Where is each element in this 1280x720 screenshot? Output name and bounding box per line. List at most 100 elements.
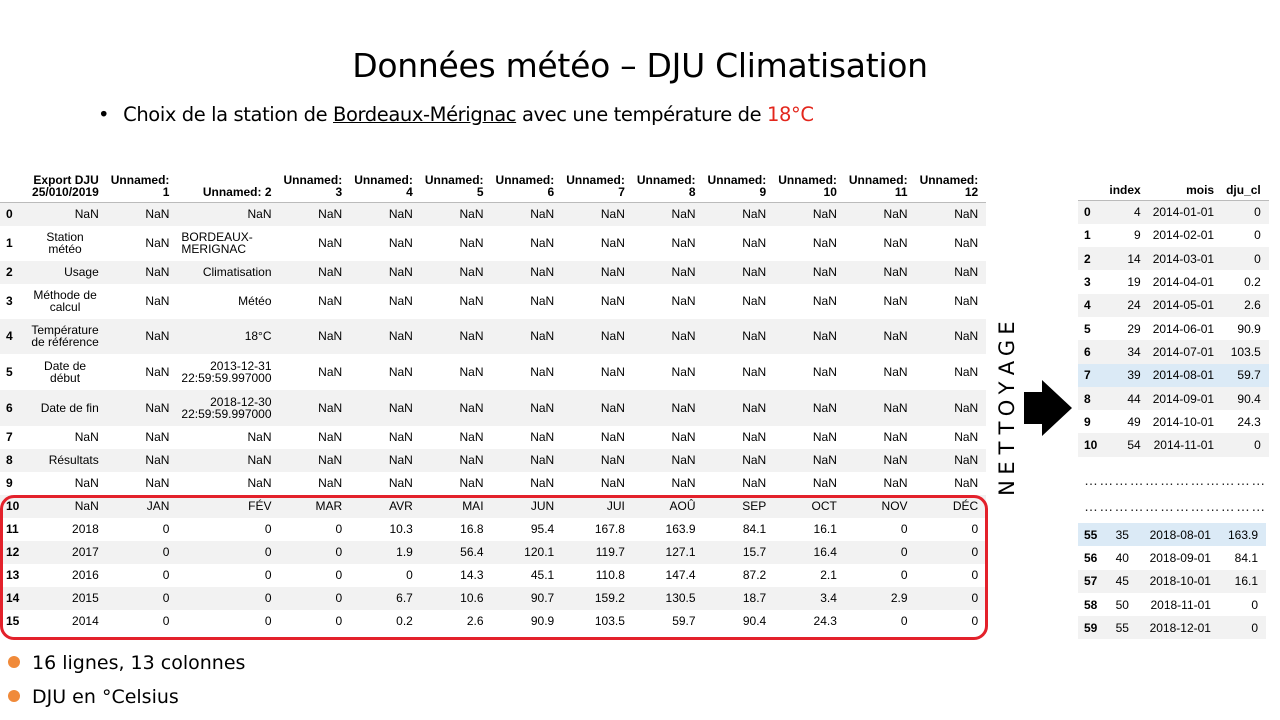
- table-cell: 0: [162, 545, 170, 559]
- table-cell: NaN: [742, 476, 767, 490]
- table-cell: NaN: [600, 294, 625, 308]
- table-cell: NaN: [145, 364, 170, 379]
- table-cell: 45.1: [530, 568, 555, 582]
- table-cell: 35: [1115, 527, 1129, 542]
- table-cell: NaN: [671, 476, 696, 490]
- table-cell: 110.8: [595, 568, 625, 582]
- column-header: Unnamed: 12: [915, 174, 987, 203]
- table-row: 10 NaN JAN FÉV MAR AVR MAI JUN JUI AOÛ SEP OCT NOV DÉ…: [0, 494, 987, 518]
- table-row: 2 14 2014-03-01 0: [1078, 247, 1269, 271]
- table-cell: NaN: [812, 400, 837, 415]
- table-cell: 2018-10-01: [1149, 574, 1211, 589]
- table-cell: 2018: [72, 522, 99, 536]
- table-cell: NaN: [459, 430, 484, 444]
- table-cell: 2.6: [466, 614, 484, 628]
- table-cell: DÉC: [952, 499, 979, 513]
- table-cell: 163.9: [1227, 527, 1258, 542]
- row-index: 6: [6, 400, 13, 415]
- index-header: [0, 174, 28, 203]
- row-index: 8: [6, 453, 13, 467]
- table-cell: 24.3: [813, 614, 837, 628]
- table-row: 4 Température de référence NaN 18°C NaN NaN NaN…: [0, 318, 987, 354]
- table-cell: NaN: [318, 476, 343, 490]
- table-cell: 54: [1127, 438, 1141, 453]
- table-cell: 0: [900, 545, 908, 559]
- raw-dataframe-table: Export DJU 25/010/2019 Unnamed: 1 Unnamed: 2…: [0, 174, 987, 633]
- table-row: 55 35 2018-08-01 163.9: [1078, 523, 1266, 547]
- table-cell: 2.1: [820, 568, 837, 582]
- table-cell: 2018-12-30 22:59:59.997000: [181, 394, 272, 421]
- table-cell: NaN: [74, 207, 99, 222]
- table-cell: NaN: [812, 236, 837, 250]
- table-cell: 127.1: [665, 545, 696, 559]
- table-cell: NaN: [742, 329, 767, 343]
- table-cell: 0: [1254, 438, 1261, 453]
- table-cell: NaN: [812, 430, 837, 444]
- table-cell: AVR: [389, 499, 413, 513]
- table-cell: NaN: [388, 329, 413, 343]
- table-cell: JUN: [530, 499, 555, 513]
- table-cell: NaN: [530, 207, 555, 222]
- row-index: 13: [6, 568, 20, 582]
- table-cell: NaN: [388, 265, 413, 279]
- table-cell: 56.4: [460, 545, 484, 559]
- table-cell: NaN: [145, 236, 170, 250]
- table-row: 0 NaN NaN NaN NaN NaN NaN NaN NaN NaN NaN NaN NaN NaN: [0, 202, 987, 226]
- table-cell: 2017: [72, 545, 99, 559]
- orange-bullet-icon: [8, 655, 20, 668]
- table-cell: NaN: [530, 265, 555, 279]
- table-cell: 15.7: [742, 545, 767, 559]
- row-index: 7: [6, 430, 13, 444]
- table-cell: 84.1: [1234, 550, 1258, 565]
- table-cell: NaN: [388, 294, 413, 308]
- row-index: 6: [1084, 344, 1091, 359]
- table-cell: NaN: [145, 430, 170, 444]
- table-cell: NaN: [388, 236, 413, 250]
- table-cell: NaN: [812, 453, 837, 467]
- row-index: 5: [6, 364, 13, 379]
- table-cell: NaN: [883, 207, 908, 222]
- table-cell: 0: [1254, 228, 1261, 243]
- table-cell: JUI: [606, 499, 625, 513]
- column-header: Unnamed: 8: [632, 174, 704, 203]
- table-cell: NaN: [671, 265, 696, 279]
- row-index: 59: [1084, 620, 1098, 635]
- table-cell: 0: [900, 522, 908, 536]
- table-cell: 10.6: [460, 591, 484, 605]
- table-cell: NaN: [318, 400, 343, 415]
- table-cell: 0: [264, 591, 272, 605]
- index-header: [1078, 184, 1106, 201]
- table-row: 2 Usage NaN Climatisation NaN NaN NaN NaN NaN NaN…: [0, 260, 987, 284]
- table-cell: 0: [335, 522, 343, 536]
- table-cell: 55: [1115, 620, 1129, 635]
- table-cell: 0: [971, 522, 979, 536]
- table-row: 6 34 2014-07-01 103.5: [1078, 340, 1269, 364]
- table-cell: 2018-12-01: [1149, 620, 1211, 635]
- table-cell: 24: [1127, 298, 1141, 313]
- table-cell: 90.4: [742, 614, 767, 628]
- ellipsis-separator: ………………………………: [1084, 498, 1264, 514]
- table-cell: 0: [335, 545, 343, 559]
- table-cell: 4: [1134, 205, 1141, 220]
- clean-table-body-top: 0 4 2014-01-01 0 1 9 2014-02-01 0 2 14 2014-03-01 0…: [1078, 200, 1269, 457]
- table-cell: NaN: [742, 430, 767, 444]
- row-index: 9: [1084, 414, 1091, 429]
- row-index: 1: [1084, 228, 1091, 243]
- table-cell: NaN: [318, 207, 343, 222]
- table-cell: NaN: [671, 294, 696, 308]
- table-cell: NaN: [600, 207, 625, 222]
- table-cell: 0.2: [1244, 275, 1261, 290]
- column-header: Unnamed: 7: [562, 174, 633, 203]
- table-cell: NaN: [247, 476, 272, 490]
- table-cell: AOÛ: [669, 499, 696, 513]
- table-cell: NaN: [145, 329, 170, 343]
- table-cell: NaN: [388, 400, 413, 415]
- table-row: 1 Station météo NaN BORDEAUX- MERIGNAC NaN NaN N…: [0, 226, 986, 261]
- table-cell: 2014-09-01: [1152, 391, 1215, 406]
- table-cell: NaN: [954, 207, 979, 222]
- table-cell: 0: [1254, 251, 1261, 266]
- table-cell: NaN: [600, 453, 625, 467]
- table-cell: 2014-03-01: [1152, 251, 1215, 266]
- table-cell: 119.7: [595, 545, 625, 559]
- row-index: 8: [1084, 391, 1091, 406]
